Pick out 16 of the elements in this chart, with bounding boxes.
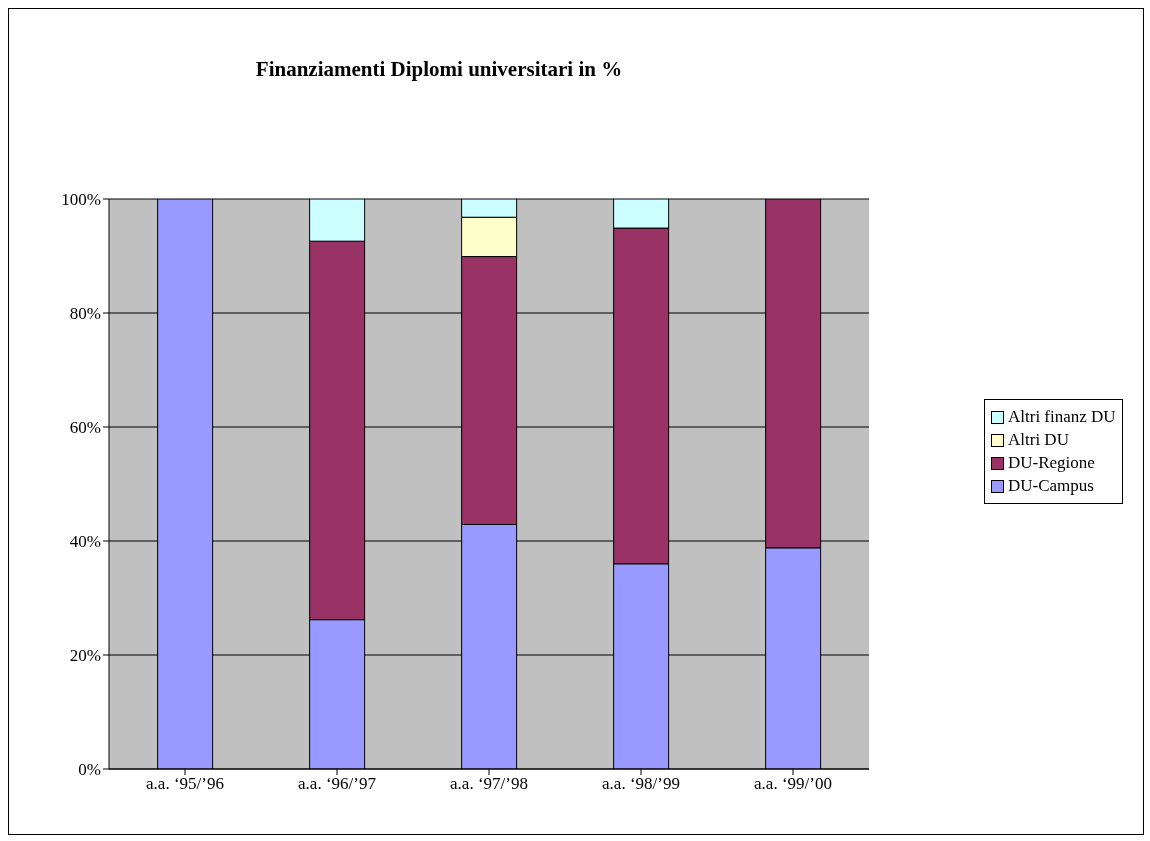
chart-title: Finanziamenti Diplomi universitari in % (254, 57, 624, 82)
legend-label: Altri finanz DU (1008, 407, 1116, 427)
x-tick-label: a.a. ‘96/’97 (298, 774, 377, 794)
y-tick-label: 20% (69, 646, 101, 666)
x-tick-label: a.a. ‘99/’00 (754, 774, 832, 794)
y-tick-label: 40% (69, 532, 101, 552)
legend-label: DU-Campus (1008, 476, 1094, 496)
x-tick-label: a.a. ‘98/’99 (602, 774, 680, 794)
y-tick-label: 100% (61, 190, 101, 210)
x-tick-label: a.a. ‘97/’98 (450, 774, 528, 794)
legend-label: DU-Regione (1008, 453, 1095, 473)
x-tick-label: a.a. ‘95/’96 (146, 774, 224, 794)
y-tick-label: 0% (78, 760, 101, 780)
legend-label: Altri DU (1008, 430, 1069, 450)
y-tick-label: 60% (69, 418, 101, 438)
y-tick-label: 80% (69, 304, 101, 324)
